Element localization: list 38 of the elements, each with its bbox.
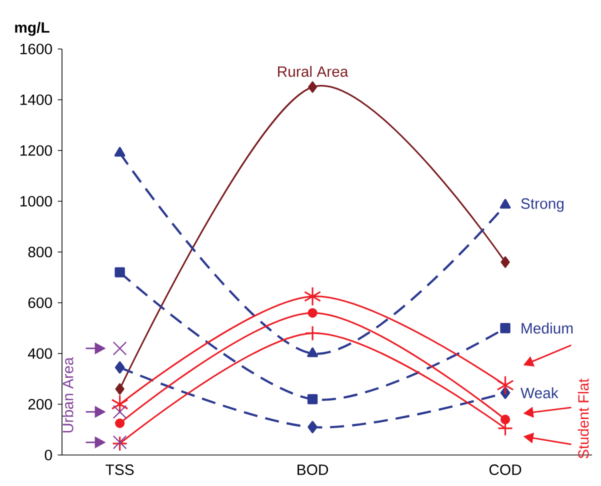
y-tick-label: 800 [28,246,52,258]
x-tick-label: TSS [106,464,134,476]
y-axis-title: mg/L [15,22,50,36]
point [307,347,318,358]
series-label: Medium [522,322,573,334]
annotation: Student Flat [578,378,589,458]
point [304,325,320,341]
series-label: Weak [520,387,558,398]
point [500,323,510,334]
point [115,383,124,395]
point [307,394,318,404]
y-tick-label: 0 [44,450,52,460]
series-label: Rural Area [278,66,348,77]
y-tick-label: 200 [28,398,52,410]
y-tick-label: 1000 [20,196,52,207]
y-tick-label: 600 [28,297,52,308]
point [114,146,126,157]
point [111,394,128,414]
point [114,267,125,278]
point [500,414,510,424]
x-tick-label: BOD [298,464,328,476]
point [112,341,127,356]
point [500,198,511,209]
point [308,81,318,93]
point [308,308,318,318]
point [308,420,318,434]
point [304,286,322,306]
y-tick-label: 1600 [20,44,52,54]
y-tick-label: 400 [28,348,52,359]
x-tick-label: COD [489,464,522,476]
point [114,361,125,374]
point [115,418,125,428]
series-label: Strong [521,198,564,212]
y-tick-label: 1400 [20,94,52,106]
point [496,375,514,396]
annotation: Urban Area [62,357,74,432]
point [500,256,510,268]
y-tick-label: 1200 [20,145,52,156]
